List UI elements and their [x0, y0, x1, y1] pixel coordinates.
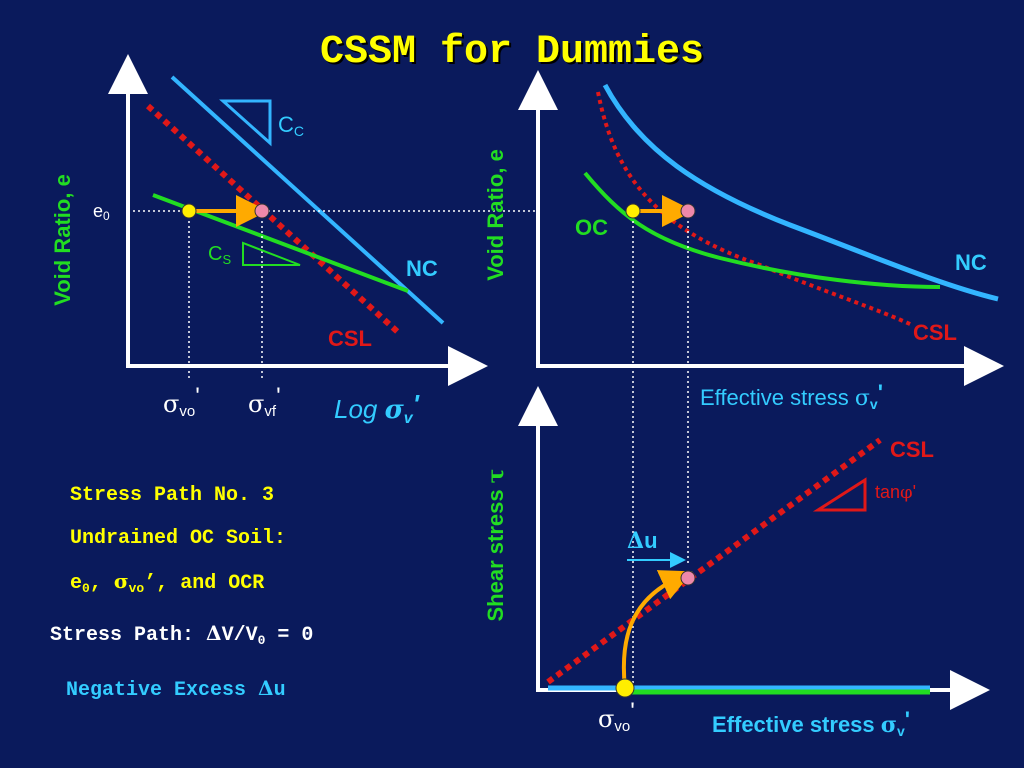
p1-cc-triangle — [219, 99, 272, 147]
p3-svo-label: σvo' — [598, 698, 635, 735]
p3-du-label: Δu — [627, 528, 658, 554]
p1-e0-label: e0 — [93, 201, 110, 223]
p2-start-point — [625, 203, 641, 219]
slide-title-fg: CSSM for Dummies — [320, 30, 704, 75]
note-line4: Stress Path: ΔV/V0 = 0 — [50, 621, 313, 648]
p2-nc-curve — [602, 83, 999, 302]
p1-x-label: Log σv' — [334, 389, 420, 427]
p1-y-label: Void Ratio, e — [50, 174, 75, 306]
panel-shear: Δu tanφ' CSL Shear stress τ σvo' Effecti… — [483, 386, 990, 739]
panel-e-lin: OC NC CSL Void Ratio, e Effective stress… — [483, 70, 1004, 690]
note-line2: Undrained OC Soil: — [70, 527, 286, 550]
p1-cs-triangle — [242, 241, 301, 266]
panel-e-log: CC CS NC CSL e0 Void Ratio, e σvo' σvf' … — [50, 54, 540, 427]
p1-csl-label: CSL — [328, 326, 372, 351]
p3-start-point — [615, 678, 635, 698]
p3-csl-label: CSL — [890, 437, 934, 462]
p3-end-point — [680, 570, 696, 586]
note-line5: Negative Excess Δu — [66, 676, 286, 702]
p2-csl-curve — [596, 91, 913, 327]
p1-start-point — [181, 203, 197, 219]
p3-y-label: Shear stress τ — [483, 468, 509, 621]
p3-tanphi-label: tanφ' — [875, 482, 916, 503]
slide-title: CSSM for Dummies — [322, 32, 706, 77]
p1-svf-label: σvf' — [248, 383, 281, 420]
p2-csl-label: CSL — [913, 320, 957, 345]
p2-oc-label: OC — [575, 215, 608, 240]
notes: Stress Path No. 3 Undrained OC Soil: e0,… — [50, 484, 313, 702]
p3-tanphi-triangle — [812, 477, 867, 512]
p2-y-label: Void Ratio, e — [483, 149, 508, 281]
p1-svo-label: σvo' — [163, 383, 200, 420]
p3-stress-path — [621, 570, 693, 689]
p2-end-point — [680, 203, 696, 219]
p1-csl-line — [145, 103, 403, 337]
p2-oc-curve — [583, 171, 941, 289]
p3-x-label: Effective stress σv' — [712, 707, 910, 739]
p1-nc-line — [170, 75, 445, 325]
p2-x-label: Effective stress σv' — [700, 380, 883, 412]
note-line3: e0, σvo’, and OCR — [70, 569, 264, 596]
p1-cs-label: CS — [208, 243, 231, 267]
p1-end-point — [254, 203, 270, 219]
p1-nc-label: NC — [406, 256, 438, 281]
p3-csl-line — [546, 437, 882, 685]
p2-nc-label: NC — [955, 250, 987, 275]
p1-cc-label: CC — [278, 112, 304, 139]
note-line1: Stress Path No. 3 — [70, 484, 274, 507]
